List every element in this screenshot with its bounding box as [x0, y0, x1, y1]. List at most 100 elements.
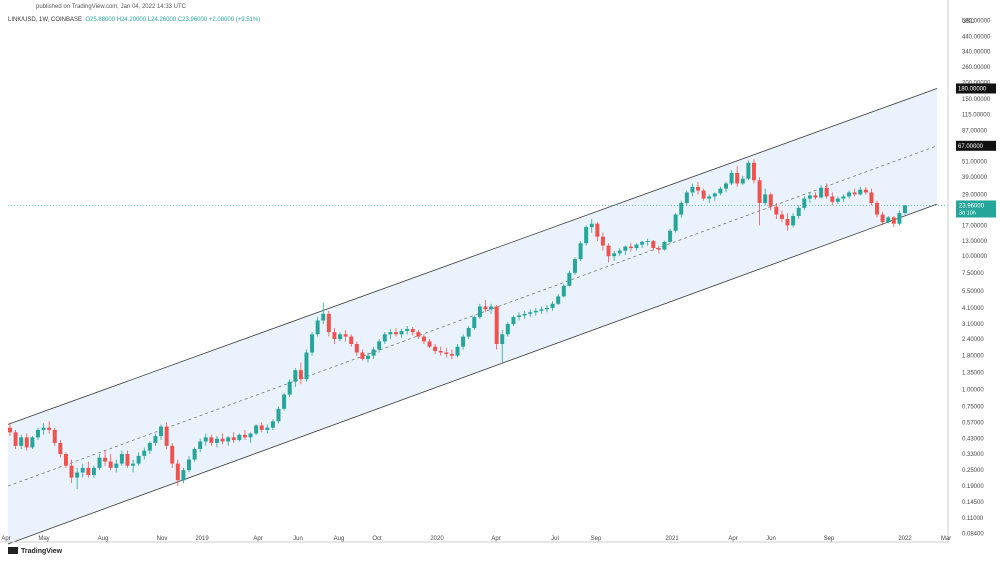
current-price-label: 23.96000	[959, 203, 985, 209]
tradingview-logo: TradingView	[8, 547, 62, 555]
x-tick-label: Mar	[941, 536, 951, 542]
symbol-legend: LINK/USD, 1W, COINBASE O25.88000 H24.200…	[8, 17, 260, 23]
y-tick-label: 87.00000	[962, 129, 988, 135]
candle-body	[270, 421, 275, 428]
candle-body	[595, 223, 600, 237]
candle-body	[489, 306, 494, 310]
candle-body	[897, 213, 902, 224]
y-tick-label: 39.00000	[962, 175, 988, 181]
x-tick-label: Apr	[253, 536, 262, 542]
y-tick-label: 0.57000	[962, 420, 984, 426]
candle-body	[533, 310, 538, 313]
x-tick-label: Apr	[491, 536, 500, 542]
candle-body	[248, 433, 253, 438]
candle-body	[830, 196, 835, 202]
candle-body	[254, 425, 259, 434]
candle-body	[679, 203, 684, 215]
candle-body	[86, 467, 91, 475]
candle-body	[640, 241, 645, 245]
candle-body	[153, 436, 158, 443]
candle-body	[293, 370, 298, 382]
tradingview-logo-icon	[8, 547, 18, 554]
y-tick-label: 51.00000	[962, 160, 988, 166]
candle-body	[763, 194, 768, 204]
candle-body	[382, 334, 387, 342]
highlighted-price-badge	[956, 140, 996, 151]
x-tick-label: Aug	[98, 536, 109, 542]
candle-body	[433, 346, 438, 351]
candle-body	[623, 246, 628, 251]
tradingview-logo-text: TradingView	[21, 548, 63, 555]
candle-body	[455, 346, 460, 356]
candle-body	[226, 437, 231, 442]
candle-body	[354, 343, 359, 353]
candle-body	[388, 332, 393, 335]
candle-body	[349, 336, 354, 344]
candle-body	[310, 334, 315, 353]
candle-body	[321, 313, 326, 321]
candle-body	[600, 236, 605, 246]
candle-body	[729, 172, 734, 184]
y-tick-label: 0.75000	[962, 404, 984, 410]
candle-body	[136, 455, 141, 464]
candle-body	[287, 381, 292, 395]
candle-body	[170, 445, 175, 464]
candle-body	[13, 432, 18, 446]
candle-body	[578, 243, 583, 260]
candle-body	[656, 248, 661, 250]
candle-body	[802, 198, 807, 208]
candle-body	[785, 218, 790, 226]
candle-body	[707, 196, 712, 199]
candle-body	[427, 341, 432, 347]
y-tick-label: 3.10000	[962, 322, 984, 328]
candle-body	[159, 426, 164, 437]
candle-body	[444, 352, 449, 355]
candle-body	[628, 246, 633, 249]
candle-body	[35, 429, 40, 438]
candle-body	[237, 434, 242, 441]
y-tick-label: 0.43000	[962, 437, 984, 443]
candle-body	[517, 315, 522, 318]
candle-body	[645, 240, 650, 242]
candle-body	[410, 328, 415, 333]
published-note: published on TradingView.com, Jan 04, 20…	[36, 4, 186, 10]
candle-body	[796, 207, 801, 216]
candle-body	[52, 429, 57, 443]
candle-body	[696, 186, 701, 191]
candle-body	[114, 463, 119, 468]
candle-body	[522, 313, 527, 316]
candle-body	[103, 457, 108, 462]
low-value: L24.26000	[147, 17, 177, 23]
candle-body	[556, 296, 561, 304]
candle-body	[835, 198, 840, 202]
high-value: H24.20000	[116, 17, 147, 23]
candle-body	[214, 438, 219, 443]
y-tick-label: 440.00000	[962, 35, 991, 41]
candle-body	[634, 244, 639, 249]
candle-body	[662, 241, 667, 250]
candle-body	[265, 427, 270, 430]
candle-body	[30, 437, 35, 448]
y-tick-label: 0.33000	[962, 452, 984, 458]
candle-body	[338, 334, 343, 339]
candle-body	[360, 352, 365, 359]
candle-body	[483, 306, 488, 310]
y-tick-label: 0.25000	[962, 468, 984, 474]
candle-body	[589, 223, 594, 228]
candle-body	[740, 178, 745, 184]
candle-body	[807, 195, 812, 199]
candle-body	[869, 192, 874, 204]
y-tick-label: 0.11000	[962, 516, 984, 522]
y-tick-label: 2.40000	[962, 337, 984, 343]
candle-body	[449, 354, 454, 356]
candle-body	[41, 427, 46, 430]
y-tick-label: 115.00000	[962, 112, 991, 118]
candle-body	[461, 336, 466, 347]
candle-body	[863, 189, 868, 193]
candle-body	[276, 408, 281, 422]
channel-lower-line	[7, 203, 938, 545]
candle-body	[131, 463, 136, 466]
candle-body	[735, 172, 740, 184]
candle-body	[181, 470, 186, 481]
